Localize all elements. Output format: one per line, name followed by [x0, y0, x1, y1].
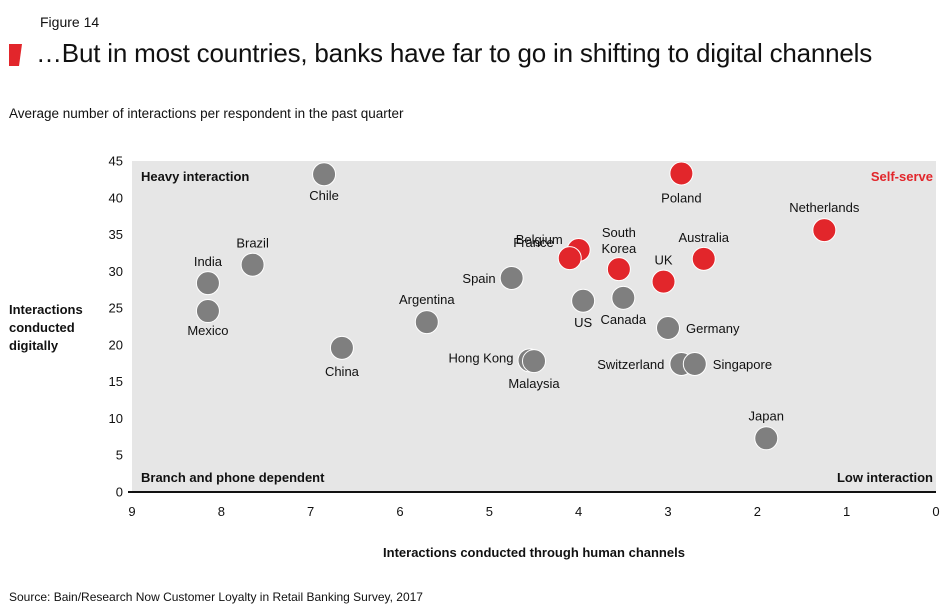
figure-label: Figure 14 [40, 14, 100, 30]
point-label: China [325, 364, 360, 379]
chart-subtitle: Average number of interactions per respo… [9, 106, 404, 121]
point-label: Japan [749, 408, 784, 423]
y-tick-label: 0 [116, 485, 123, 500]
x-tick-label: 0 [932, 504, 939, 519]
x-tick-label: 9 [128, 504, 135, 519]
point-argentina [414, 310, 439, 335]
point-china [329, 335, 354, 360]
point-label: Spain [462, 271, 495, 286]
point-label: US [574, 315, 592, 330]
point-chile [312, 162, 337, 187]
point-label: South [602, 225, 636, 240]
x-tick-label: 8 [218, 504, 225, 519]
page-title: …But in most countries, banks have far t… [36, 38, 873, 68]
point-label: Switzerland [597, 357, 664, 372]
y-tick-label: 5 [116, 448, 123, 463]
point-australia [691, 246, 716, 271]
y-tick-label: 10 [109, 411, 123, 426]
x-tick-label: 1 [843, 504, 850, 519]
point-spain [499, 265, 524, 290]
x-tick-label: 2 [754, 504, 761, 519]
point-us [571, 288, 596, 313]
y-tick-label: 20 [109, 337, 123, 352]
point-label: Germany [686, 321, 740, 336]
point-germany [656, 315, 680, 340]
point-netherlands [812, 218, 837, 243]
point-brazil [240, 252, 265, 277]
point-label: Netherlands [789, 200, 860, 215]
y-tick-label: 35 [109, 227, 123, 242]
x-axis-label: Interactions conducted through human cha… [383, 545, 685, 560]
point-south-korea [606, 257, 631, 282]
point-france [557, 246, 582, 271]
point-japan [754, 426, 779, 451]
point-label: Belgium [516, 232, 563, 247]
point-label: Brazil [236, 236, 269, 251]
point-india [195, 271, 220, 296]
x-tick-label: 7 [307, 504, 314, 519]
point-mexico [195, 299, 220, 324]
quadrant-label-top-left: Heavy interaction [141, 169, 249, 184]
point-label: Chile [309, 188, 339, 203]
point-canada [611, 285, 636, 310]
title-marker-icon [9, 44, 22, 66]
plot-area [132, 161, 936, 492]
y-tick-label: 30 [109, 264, 123, 279]
x-tick-label: 3 [664, 504, 671, 519]
quadrant-label-bottom-right: Low interaction [837, 470, 933, 485]
point-label: France [513, 235, 553, 250]
y-tick-label: 45 [109, 154, 123, 169]
y-axis-label: Interactions conducted digitally [9, 302, 83, 353]
y-tick-label: 25 [109, 301, 123, 316]
point-label: Mexico [187, 323, 228, 338]
point-label: UK [655, 253, 673, 268]
quadrant-label-bottom-left: Branch and phone dependent [141, 470, 325, 485]
y-tick-label: 40 [109, 190, 123, 205]
point-label: Malaysia [508, 376, 560, 391]
point-label: Argentina [399, 292, 455, 307]
y-tick-label: 15 [109, 374, 123, 389]
point-label: Singapore [713, 357, 772, 372]
x-tick-label: 4 [575, 504, 582, 519]
point-label: Poland [661, 191, 701, 206]
point-label: Australia [678, 230, 729, 245]
quadrant-label-top-right: Self-serve [871, 169, 933, 184]
point-label: Korea [602, 241, 637, 256]
point-poland [669, 161, 694, 186]
x-tick-label: 5 [486, 504, 493, 519]
point-label: India [194, 254, 223, 269]
x-tick-label: 6 [396, 504, 403, 519]
point-label: Hong Kong [448, 350, 513, 365]
point-label: Canada [601, 312, 647, 327]
point-malaysia [522, 349, 546, 374]
point-uk [651, 269, 676, 294]
source-note: Source: Bain/Research Now Customer Loyal… [9, 590, 423, 604]
point-singapore [682, 352, 707, 377]
